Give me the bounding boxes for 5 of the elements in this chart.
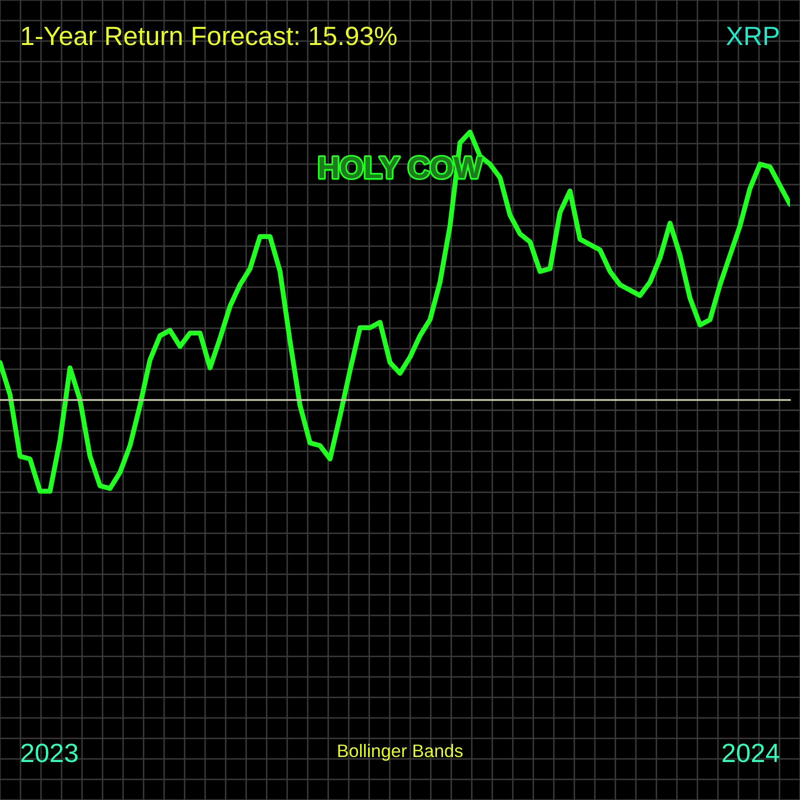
chart-title: 1-Year Return Forecast: 15.93% <box>22 26 397 46</box>
text: 2023 <box>21 744 78 762</box>
text: 2024 <box>722 744 780 762</box>
text: XRP <box>726 26 779 45</box>
text: Bollinger Bands <box>338 744 463 761</box>
